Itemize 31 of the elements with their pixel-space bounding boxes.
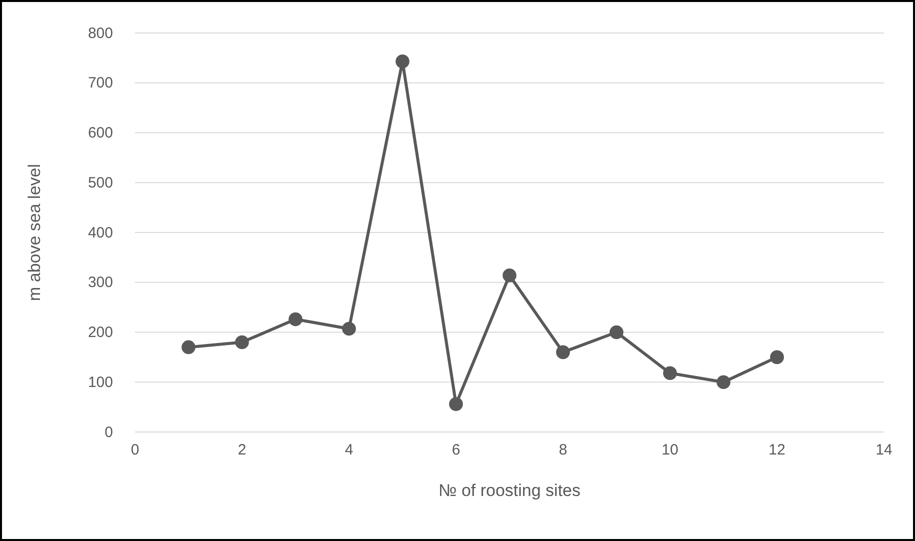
y-tick-label: 700 — [88, 74, 113, 92]
y-tick-label: 400 — [88, 224, 113, 242]
y-tick-label: 800 — [88, 24, 113, 42]
point — [182, 340, 196, 354]
x-tick-label: 2 — [238, 442, 246, 459]
x-tick-label: 12 — [768, 442, 786, 459]
y-axis-title: m above sea level — [25, 164, 44, 302]
point — [770, 350, 784, 364]
point — [716, 375, 730, 390]
x-tick-label: 10 — [662, 442, 678, 459]
point — [396, 54, 410, 68]
y-tick-label: 600 — [88, 124, 113, 142]
point — [342, 322, 356, 336]
y-tick-label: 500 — [88, 174, 113, 192]
point — [449, 397, 463, 411]
point — [235, 335, 249, 350]
point — [610, 325, 624, 340]
x-tick-label: 8 — [558, 442, 568, 459]
x-tick-label: 14 — [876, 442, 892, 459]
y-tick-label: 100 — [88, 374, 113, 391]
point — [502, 268, 516, 282]
y-tick-label: 300 — [88, 274, 113, 292]
x-tick-label: 0 — [130, 442, 140, 459]
x-tick-label: 6 — [452, 442, 460, 459]
point — [556, 345, 570, 360]
x-tick-label: 4 — [344, 442, 354, 459]
point — [663, 366, 677, 380]
x-axis-title: № of roosting sites — [438, 481, 581, 500]
point — [288, 312, 302, 326]
y-tick-label: 0 — [104, 424, 113, 441]
y-tick-label: 200 — [88, 324, 113, 342]
